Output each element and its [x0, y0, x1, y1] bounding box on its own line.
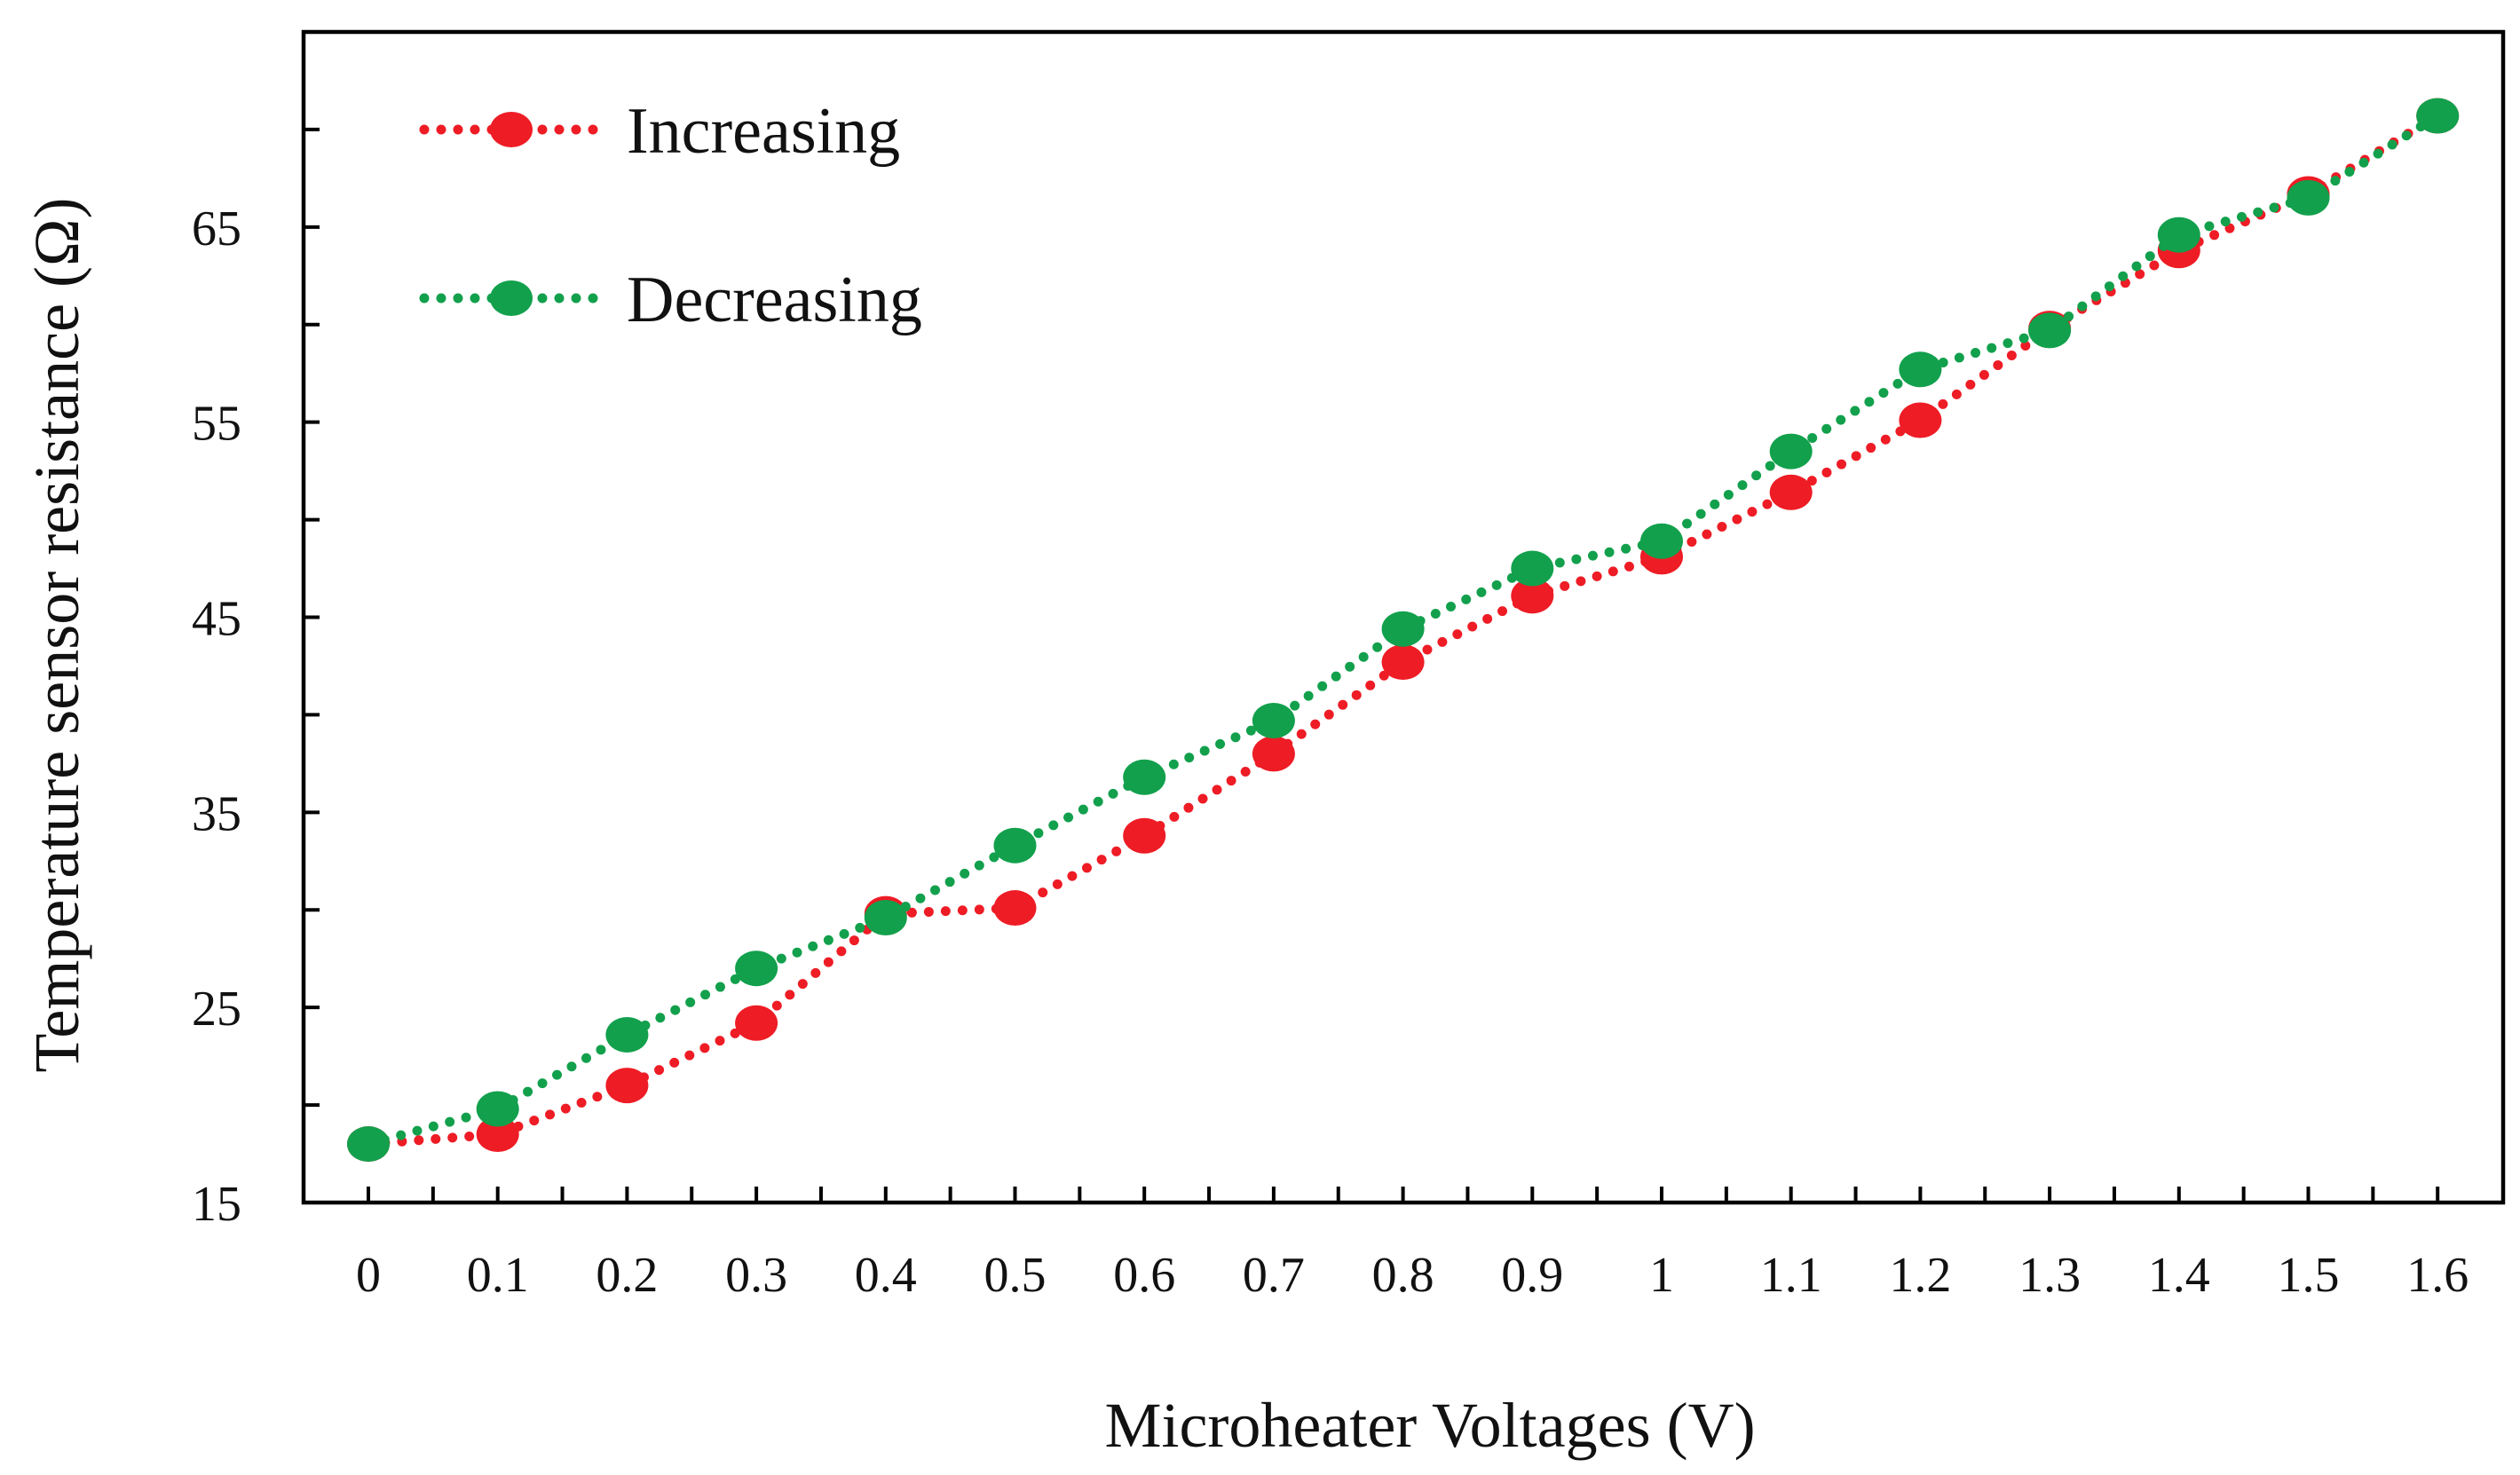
data-point-decreasing [2416, 98, 2460, 134]
data-point-decreasing [1769, 433, 1813, 469]
x-tick-label: 0.4 [855, 1248, 917, 1303]
y-tick-label: 25 [192, 982, 241, 1037]
y-tick-label: 15 [192, 1177, 241, 1232]
x-tick-label: 0.8 [1372, 1248, 1434, 1303]
data-point-increasing [993, 890, 1037, 927]
x-tick-label: 1.4 [2148, 1248, 2210, 1303]
y-tick-label: 65 [192, 201, 241, 256]
x-axis-title: Microheater Voltages (V) [1104, 1390, 1755, 1461]
data-point-decreasing [605, 1016, 649, 1053]
y-axis-title: Temperature sensor resistance (Ω) [21, 197, 92, 1072]
data-point-decreasing [2028, 312, 2072, 349]
x-tick-label: 0.7 [1243, 1248, 1305, 1303]
legend: Increasing Decreasing [419, 95, 922, 336]
data-point-increasing [1899, 402, 1942, 438]
x-tick-label: 0.3 [725, 1248, 787, 1303]
data-point-decreasing [1252, 703, 1295, 739]
y-tick-label: 45 [192, 592, 241, 647]
x-tick-label: 0.1 [467, 1248, 529, 1303]
legend-marker [490, 112, 533, 147]
x-tick-label: 0.2 [596, 1248, 658, 1303]
legend-item-decreasing: Decreasing [419, 264, 922, 336]
data-point-decreasing [476, 1091, 519, 1127]
legend-item-increasing: Increasing [419, 95, 900, 168]
legend-label: Decreasing [627, 264, 922, 336]
series-layer [347, 98, 2460, 1163]
data-point-decreasing [1511, 550, 1554, 587]
data-point-increasing [476, 1116, 519, 1153]
data-point-increasing [1769, 474, 1813, 510]
x-tick-label: 0.6 [1113, 1248, 1175, 1303]
data-point-decreasing [2157, 217, 2200, 253]
x-tick-label: 1 [1649, 1248, 1674, 1303]
x-tick-label: 1.2 [1889, 1248, 1951, 1303]
series-line-increasing [363, 111, 2443, 1149]
data-point-increasing [605, 1068, 649, 1104]
data-point-decreasing [1899, 351, 1942, 388]
y-tick-label: 35 [192, 786, 241, 841]
data-point-increasing [1381, 644, 1425, 681]
data-point-decreasing [1381, 611, 1425, 647]
x-tick-label: 0.5 [984, 1248, 1047, 1303]
y-tick-label: 55 [192, 397, 241, 452]
data-point-decreasing [864, 900, 907, 936]
legend-label: Increasing [627, 95, 900, 168]
ticks-layer: 0 0.1 0.2 0.3 0.4 0.5 0.6 0.7 0.8 0.9 1 1.1 1.2 1.3 1.… [192, 127, 2469, 1303]
data-point-decreasing [2287, 179, 2330, 216]
data-point-decreasing [1123, 759, 1166, 795]
data-point-increasing [1511, 578, 1554, 614]
x-tick-label: 1.5 [2278, 1248, 2340, 1303]
data-point-decreasing [735, 950, 778, 987]
series-decreasing [347, 98, 2460, 1163]
x-tick-label: 0 [356, 1248, 381, 1303]
data-point-increasing [1252, 736, 1295, 772]
legend-marker [490, 280, 533, 316]
x-tick-label: 1.3 [2018, 1248, 2081, 1303]
data-point-decreasing [1640, 523, 1683, 559]
data-point-increasing [735, 1005, 778, 1041]
data-point-decreasing [993, 827, 1037, 864]
x-tick-label: 1.1 [1760, 1248, 1822, 1303]
x-tick-label: 1.6 [2406, 1248, 2469, 1303]
x-tick-label: 0.9 [1501, 1248, 1563, 1303]
data-point-increasing [1123, 817, 1166, 854]
data-point-decreasing [347, 1126, 390, 1163]
